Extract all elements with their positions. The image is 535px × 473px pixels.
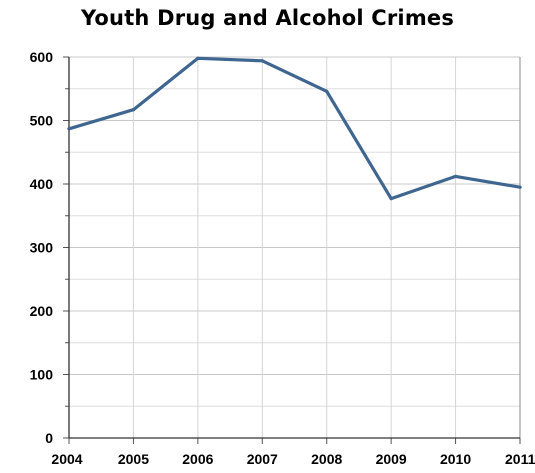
data-point	[518, 185, 522, 189]
x-tick-label: 2010	[440, 451, 471, 467]
y-tick-label: 300	[30, 240, 54, 256]
data-point	[131, 108, 136, 112]
y-tick-label: 600	[30, 49, 54, 65]
y-tick-label: 0	[45, 430, 53, 446]
axes	[63, 56, 521, 444]
y-tick-label: 100	[30, 367, 54, 383]
x-tick-label: 2007	[247, 451, 278, 467]
x-tick-label: 2008	[311, 451, 342, 467]
y-tick-label: 400	[30, 176, 54, 192]
x-tick-label: 2011	[505, 451, 535, 467]
data-point	[260, 59, 264, 63]
data-point	[453, 174, 458, 178]
x-tick-label: 2006	[182, 451, 213, 467]
data-point	[196, 56, 200, 60]
y-tick-label: 500	[30, 113, 54, 129]
series-layer	[67, 56, 522, 201]
y-tick-label: 200	[30, 303, 54, 319]
data-point	[325, 89, 329, 93]
y-axis-tick-labels: 0 100 200 300 400 500 600	[30, 49, 54, 446]
x-tick-label: 2009	[376, 451, 407, 467]
x-axis-tick-labels: 2004 2005 2006 2007 2008 2009 2010 2011	[51, 451, 535, 467]
chart-title: Youth Drug and Alcohol Crimes	[80, 6, 455, 30]
x-tick-label: 2004	[51, 451, 82, 467]
grid-lines	[69, 56, 521, 438]
series-line	[67, 56, 522, 201]
data-point	[389, 197, 393, 201]
data-point	[67, 127, 71, 131]
x-tick-label: 2005	[118, 451, 149, 467]
